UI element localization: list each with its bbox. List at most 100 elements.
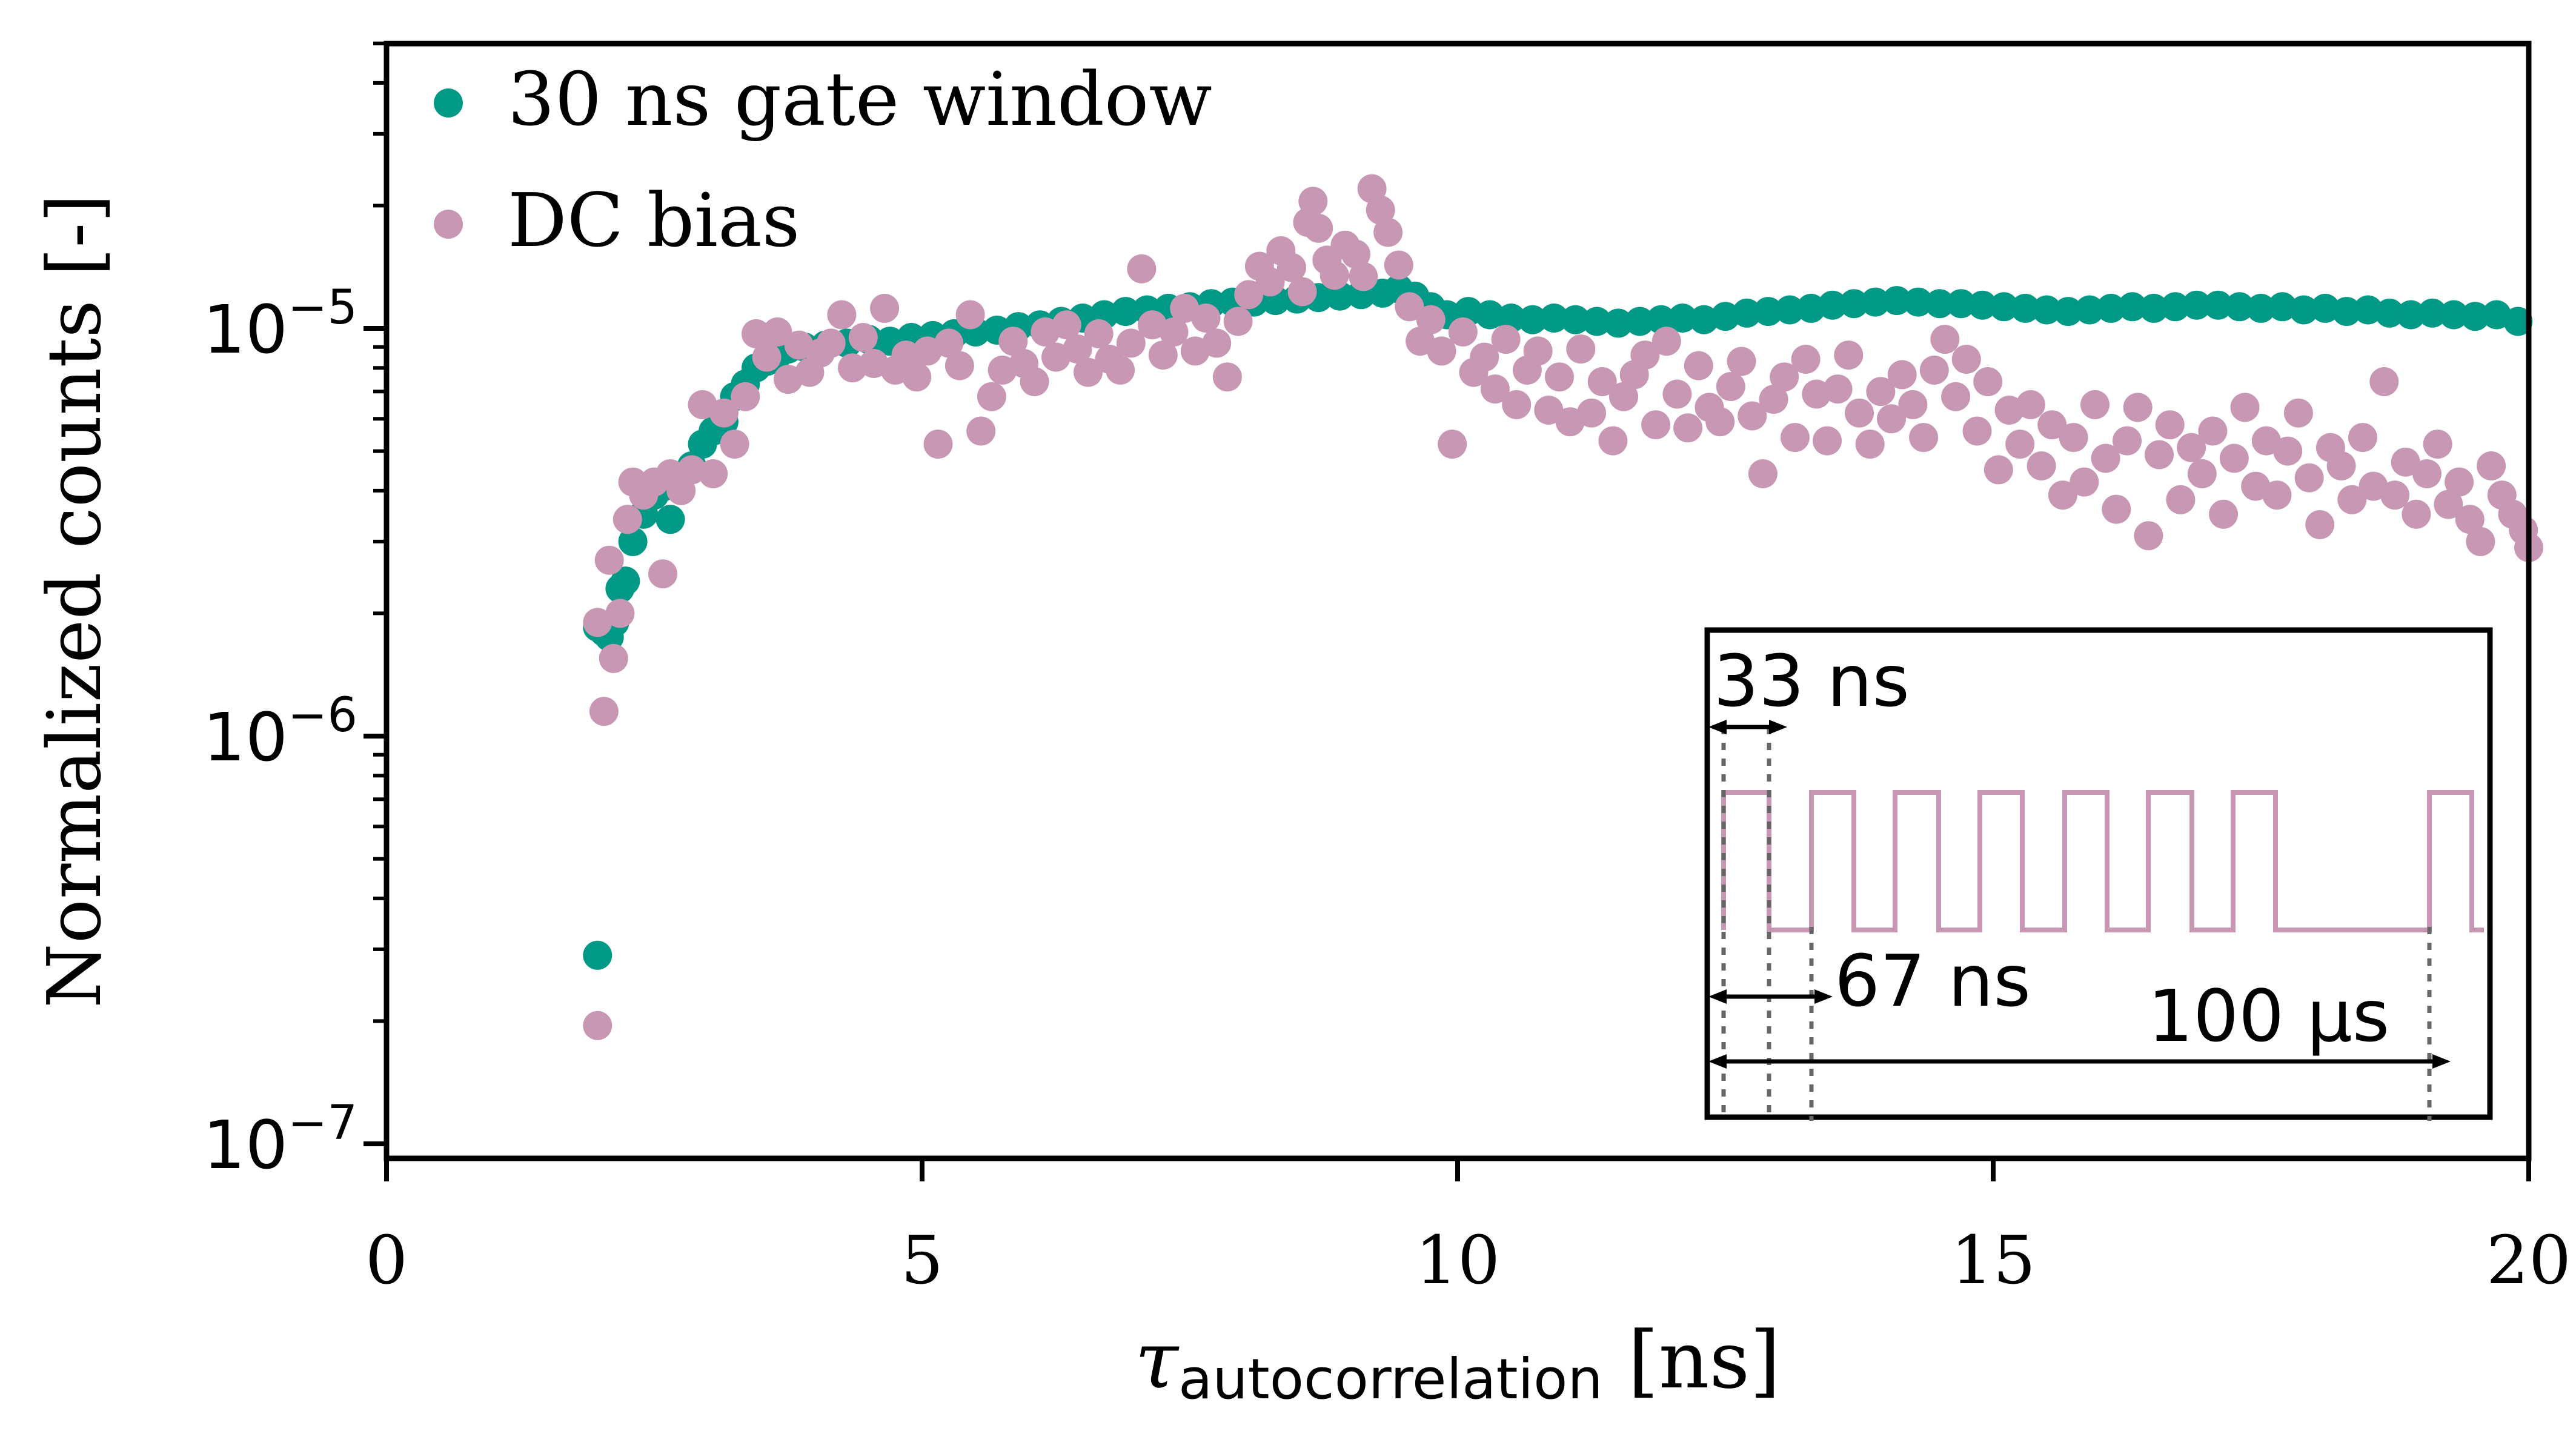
x-tick-label: 0 [365,1221,408,1299]
x-tick-label: 10 [1415,1221,1500,1299]
data-point-gate-window [2460,302,2490,331]
data-point-dc-bias [2380,480,2409,510]
x-tick-label: 20 [2486,1221,2571,1299]
data-point-dc-bias [1502,390,1532,419]
inset-arrowhead [1708,720,1727,734]
data-point-gate-window [1925,289,1954,319]
data-point-dc-bias [1341,239,1370,269]
data-point-dc-bias [2326,451,2356,480]
data-point-dc-bias [1587,367,1617,396]
data-point-dc-bias [709,398,739,428]
data-point-dc-bias [1887,360,1917,390]
data-point-dc-bias [1577,398,1606,428]
y-tick-exponent: −5 [288,281,357,335]
data-point-gate-window [2311,293,2340,323]
data-point-dc-bias [1534,396,1564,425]
inset-timing-diagram: 33 ns 67 ns 100 µs [1704,627,2493,1121]
data-point-dc-bias [1780,423,1810,453]
inset-frame [1704,627,2493,1120]
data-point-dc-bias [955,300,985,330]
data-point-dc-bias [1983,455,2013,485]
data-point-dc-bias [1287,277,1317,307]
data-point-dc-bias [2091,443,2120,473]
data-point-dc-bias [998,327,1028,356]
data-point-dc-bias [902,362,932,392]
inset-arrowhead [1708,989,1727,1004]
data-point-dc-bias [870,293,900,323]
y-tick-label: 10−6 [203,688,357,776]
data-point-dc-bias [1748,459,1778,488]
data-point-dc-bias [2477,451,2506,480]
data-point-dc-bias [1834,340,1864,370]
data-point-dc-bias [1234,280,1264,310]
data-point-dc-bias [2262,480,2292,510]
data-point-dc-bias [599,643,628,673]
legend: 30 ns gate window DC bias [434,56,1212,264]
data-point-dc-bias [2198,416,2228,446]
data-point-dc-bias [2402,499,2431,529]
data-point-dc-bias [944,351,974,380]
inset-arrowhead [1814,989,1833,1004]
data-point-gate-window [1732,298,1762,328]
data-point-dc-bias [1523,336,1553,366]
data-point-gate-window [1817,290,1847,320]
data-point-gate-window [611,566,640,596]
data-point-dc-bias [1384,250,1413,280]
data-point-dc-bias [583,1011,612,1040]
legend-label-dc: DC bias [508,178,800,264]
data-point-gate-window [1475,300,1504,330]
data-point-dc-bias [1277,253,1306,282]
data-point-dc-bias [2145,440,2174,470]
inset-arrowhead [1769,720,1787,734]
data-point-dc-bias [1823,374,1853,404]
inset-pulse-train [1721,790,2484,932]
data-point-gate-window [2353,295,2383,325]
inset-arrowhead [2432,1054,2451,1069]
x-tick-label: 15 [1951,1221,2036,1299]
data-point-gate-window [2439,300,2469,330]
data-point-dc-bias [1813,426,1842,456]
data-point-dc-bias [1566,334,1596,364]
data-point-dc-bias [1395,292,1424,322]
data-point-gate-window [1861,287,1890,317]
data-point-dc-bias [2059,423,2088,453]
data-point-dc-bias [2273,436,2303,466]
y-tick-base: 10 [203,699,288,776]
series-dc-bias [583,174,2543,1040]
data-point-gate-window [2289,295,2319,325]
data-point-dc-bias [1630,340,1660,370]
data-point-gate-window [2375,298,2405,328]
data-point-gate-window [2268,292,2297,322]
data-point-dc-bias [1223,307,1253,336]
data-point-gate-window [2117,292,2147,322]
data-point-dc-bias [2134,521,2163,551]
data-point-dc-bias [1470,342,1499,372]
data-point-gate-window [1882,286,1911,316]
data-point-gate-window [1582,307,1612,336]
data-point-dc-bias [1716,372,1745,401]
data-point-gate-window [1110,297,1140,327]
data-point-gate-window [1904,287,1933,317]
data-point-gate-window [1668,304,1698,333]
data-point-dc-bias [1898,390,1928,419]
y-axis-label: Normalized counts [-] [32,194,118,1008]
data-point-dc-bias [720,430,749,459]
axis-ticks [363,326,2531,1181]
inset-label-100us: 100 µs [2148,974,2389,1058]
data-point-gate-window [1839,289,1869,319]
data-point-gate-window [2332,297,2362,327]
data-point-dc-bias [1349,262,1378,291]
data-point-gate-window [2417,298,2447,328]
data-point-dc-bias [2337,485,2367,514]
data-point-gate-window [618,526,648,556]
data-point-dc-bias [2391,447,2420,477]
data-point-dc-bias [2080,390,2110,419]
data-point-dc-bias [2027,451,2056,480]
data-point-dc-bias [1416,305,1446,334]
data-point-gate-window [583,940,612,970]
data-point-dc-bias [2219,443,2249,473]
inset-label-33ns: 33 ns [1713,639,1910,723]
data-point-dc-bias [2455,505,2485,534]
x-tick-label: 5 [901,1221,943,1299]
data-point-dc-bias [1962,416,1992,446]
